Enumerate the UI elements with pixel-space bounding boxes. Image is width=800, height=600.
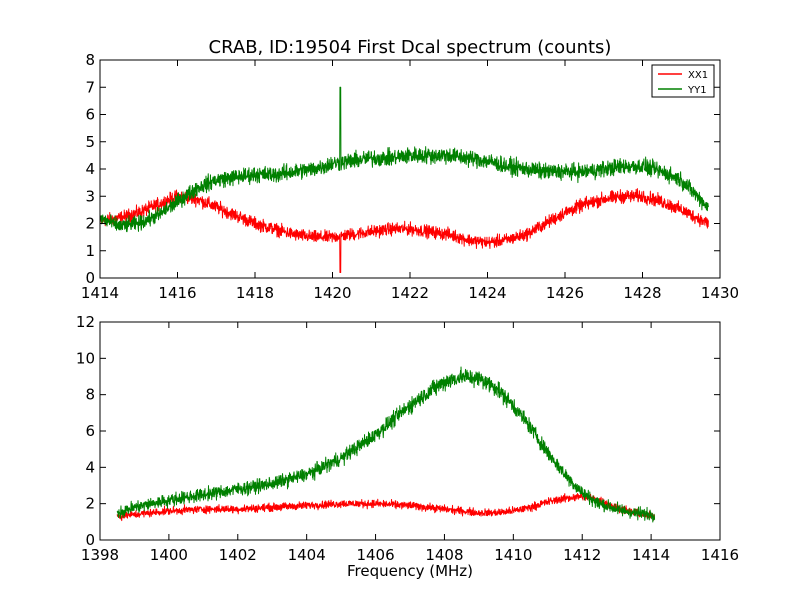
- y-tick-label: 0: [85, 269, 95, 287]
- x-tick-label: 1418: [236, 284, 274, 302]
- y-tick-label: 1: [85, 242, 95, 260]
- y-tick-label: 5: [85, 133, 95, 151]
- series-line-xx1: [99, 188, 709, 274]
- x-tick-label: 1426: [546, 284, 584, 302]
- y-tick-label: 2: [85, 495, 95, 513]
- legend-label-yy1: YY1: [687, 85, 707, 96]
- y-tick-label: 7: [85, 78, 95, 96]
- x-tick-label: 1428: [623, 284, 661, 302]
- legend-box: [651, 64, 715, 98]
- series-line-xx1: [116, 493, 656, 522]
- y-tick-label: 3: [85, 187, 95, 205]
- x-tick-label: 1410: [494, 546, 532, 564]
- x-tick-label: 1414: [81, 284, 119, 302]
- y-tick-label: 4: [85, 160, 95, 178]
- y-tick-label: 0: [85, 531, 95, 549]
- y-tick-label: 10: [76, 349, 95, 367]
- x-tick-label: 1402: [219, 546, 257, 564]
- y-tick-label: 12: [76, 313, 95, 331]
- x-tick-label: 1414: [632, 546, 670, 564]
- x-tick-label: 1398: [81, 546, 119, 564]
- y-tick-label: 2: [85, 215, 95, 233]
- x-tick-label: 1412: [563, 546, 601, 564]
- x-tick-label: 1422: [391, 284, 429, 302]
- bottom-chart: 1398 1400 1402 1404 1406 1408 1410 1412 1414 1416…: [76, 313, 739, 580]
- y-tick-label: 6: [85, 422, 95, 440]
- y-tick-label: 8: [85, 51, 95, 69]
- y-tick-label: 6: [85, 106, 95, 124]
- x-tick-label: 1424: [468, 284, 506, 302]
- top-chart-legend: XX1 YY1: [651, 64, 715, 98]
- x-tick-label: 1420: [313, 284, 351, 302]
- x-tick-label: 1416: [701, 546, 739, 564]
- y-tick-label: 4: [85, 458, 95, 476]
- top-chart-title: CRAB, ID:19504 First Dcal spectrum (coun…: [209, 37, 612, 58]
- top-chart-series-group: [99, 86, 709, 274]
- series-line-yy1: [99, 86, 709, 233]
- bottom-chart-ticks: 1398 1400 1402 1404 1406 1408 1410 1412 1414 1416…: [76, 313, 739, 564]
- bottom-chart-x-axis-label: Frequency (MHz): [347, 562, 473, 580]
- y-tick-label: 8: [85, 386, 95, 404]
- x-tick-label: 1400: [150, 546, 188, 564]
- x-tick-label: 1430: [701, 284, 739, 302]
- top-chart-ticks: 1414 1416 1418 1420 1422 1424 1426 1428 1430 0 1 2 3…: [81, 51, 739, 302]
- top-chart: CRAB, ID:19504 First Dcal spectrum (coun…: [81, 37, 739, 302]
- x-tick-label: 1416: [158, 284, 196, 302]
- x-tick-label: 1406: [356, 546, 394, 564]
- bottom-chart-series-group: [116, 366, 656, 523]
- x-tick-label: 1404: [288, 546, 326, 564]
- x-tick-label: 1408: [425, 546, 463, 564]
- legend-label-xx1: XX1: [688, 70, 708, 81]
- series-line-yy1: [116, 366, 656, 523]
